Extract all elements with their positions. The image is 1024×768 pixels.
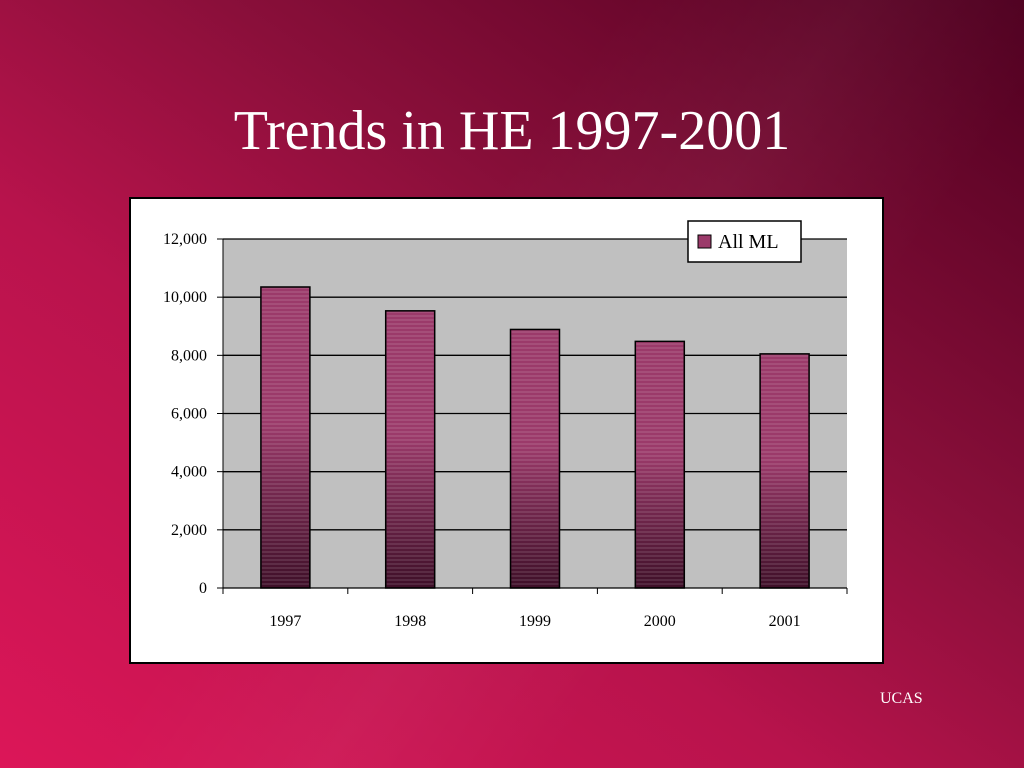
y-tick-label: 8,000 <box>171 347 207 364</box>
x-tick-label: 1999 <box>519 613 551 630</box>
x-tick-label: 2001 <box>769 613 801 630</box>
legend-label: All ML <box>718 231 779 253</box>
x-tick-label: 2000 <box>644 613 676 630</box>
y-tick-label: 10,000 <box>163 289 207 306</box>
chart-frame: 0 2,000 4,000 6,000 8,000 10,000 12,000 1997 199… <box>129 197 884 664</box>
y-tick-label: 6,000 <box>171 406 207 423</box>
axes: 0 2,000 4,000 6,000 8,000 10,000 12,000 1997 199… <box>163 231 848 630</box>
bar-texture <box>386 311 434 587</box>
y-tick-label: 2,000 <box>171 522 207 539</box>
y-tick-label: 12,000 <box>163 231 207 248</box>
bar-texture <box>261 287 309 587</box>
bar-chart: 0 2,000 4,000 6,000 8,000 10,000 12,000 1997 199… <box>163 220 848 630</box>
legend-swatch <box>697 234 712 249</box>
bars <box>260 286 810 589</box>
y-tick-label: 4,000 <box>171 464 207 481</box>
source-label: UCAS <box>880 690 923 707</box>
x-tick-label: 1998 <box>394 613 426 630</box>
bar-texture <box>761 354 809 587</box>
slide-title: Trends in HE 1997-2001 <box>233 100 791 162</box>
legend: All ML <box>687 220 802 263</box>
bar-texture <box>636 342 684 587</box>
x-tick-label: 1997 <box>269 613 301 630</box>
y-tick-label: 0 <box>199 580 207 597</box>
bar-texture <box>511 330 559 587</box>
